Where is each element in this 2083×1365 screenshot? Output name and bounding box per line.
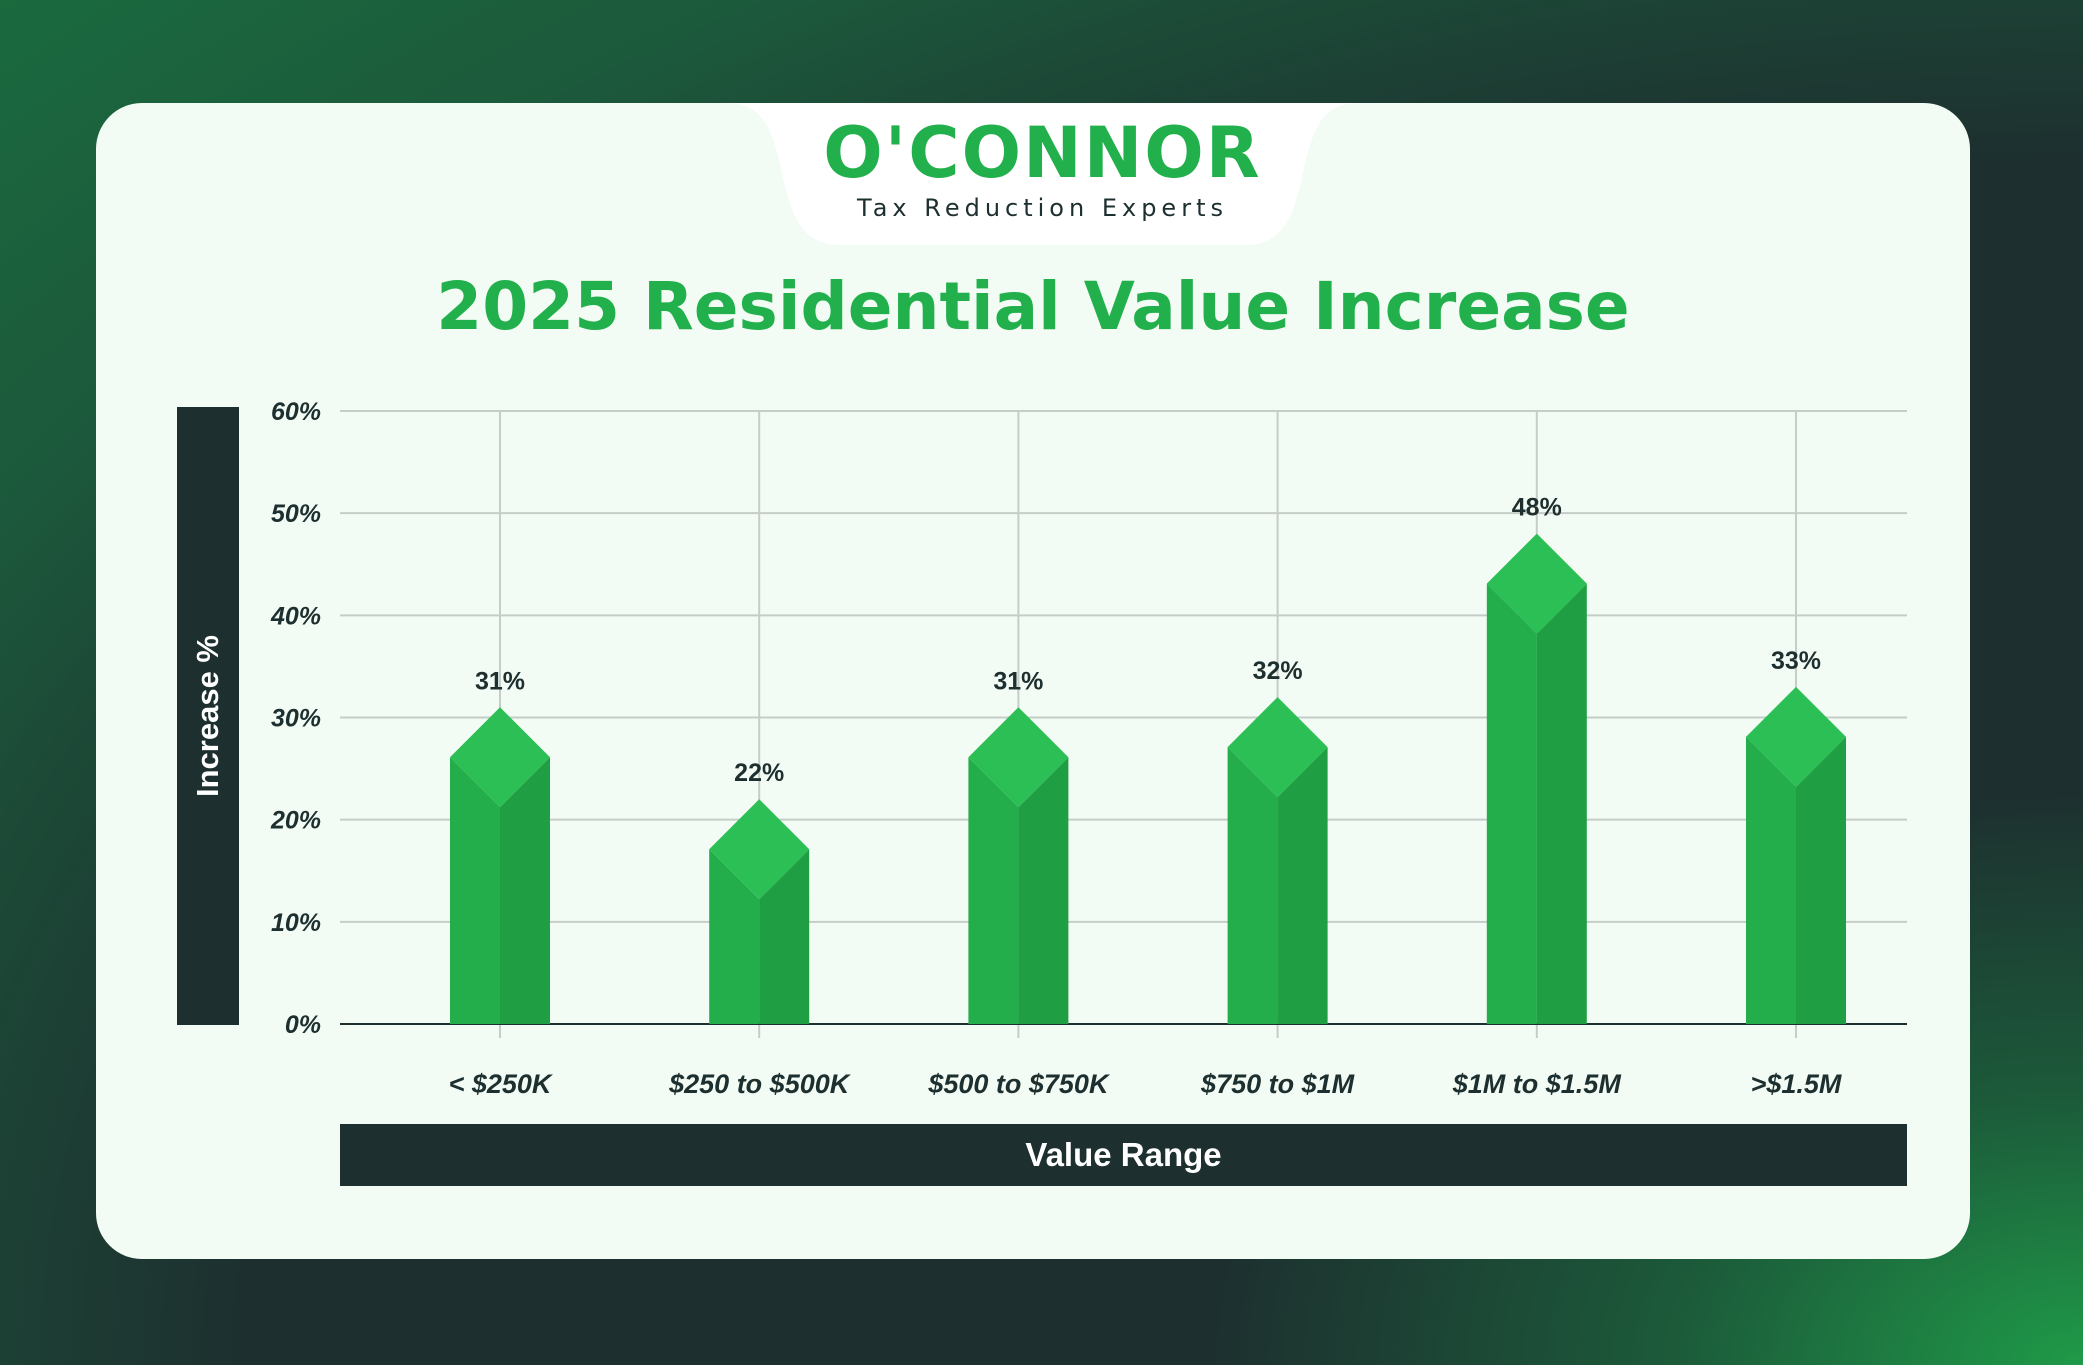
bar-face-left [1746, 736, 1796, 1024]
y-tick-label: 10% [271, 909, 321, 937]
x-tick-label: < $250K [449, 1069, 554, 1099]
y-tick-label: 30% [271, 705, 321, 733]
bar-face-left [450, 757, 500, 1024]
bar-face-right [1536, 583, 1587, 1024]
data-label: 22% [734, 759, 784, 787]
bar-cap [709, 799, 810, 900]
bar [1227, 697, 1328, 1024]
bar-cap [1486, 533, 1587, 634]
y-tick-label: 50% [271, 500, 321, 528]
y-tick-label: 60% [271, 398, 321, 426]
y-tick-label: 20% [270, 807, 321, 835]
x-tick-label: $1M to $1.5M [1452, 1069, 1622, 1099]
x-tick-label: $500 to $750K [927, 1069, 1111, 1099]
bar [709, 799, 810, 1024]
x-tick-label: $250 to $500K [668, 1069, 852, 1099]
data-label: 31% [993, 667, 1043, 695]
data-label: 33% [1771, 647, 1821, 675]
bar-cap [968, 707, 1069, 808]
bar-face-right [500, 757, 550, 1024]
data-label: 31% [475, 667, 525, 695]
bar-face-left [709, 849, 760, 1024]
bar-face-right [1277, 747, 1328, 1024]
bar-cap [1227, 697, 1328, 798]
bar-cap [450, 707, 550, 808]
y-tick-label: 40% [270, 602, 321, 630]
bar [1486, 533, 1587, 1024]
bar-cap [1746, 686, 1846, 787]
bar [968, 707, 1069, 1024]
x-tick-label: >$1.5M [1751, 1069, 1842, 1099]
logo-tab-shape [725, 103, 1360, 245]
bar-face-left [968, 757, 1019, 1024]
data-label: 48% [1512, 494, 1562, 522]
x-tick-label: $750 to $1M [1200, 1069, 1355, 1099]
bar [1746, 686, 1846, 1024]
bar-face-left [1486, 583, 1537, 1024]
brand-tagline: Tax Reduction Experts [857, 194, 1228, 222]
x-axis-label: Value Range [340, 1124, 1907, 1186]
bar [450, 707, 550, 1024]
data-label: 32% [1253, 657, 1303, 685]
brand-logo: O'CONNOR [823, 112, 1262, 194]
bar-face-right [759, 849, 810, 1024]
bar-face-right [1796, 736, 1846, 1024]
logo-tab: O'CONNOR Tax Reduction Experts [725, 103, 1360, 245]
bar-face-right [1018, 757, 1069, 1024]
chart-card [96, 103, 1970, 1259]
y-axis-label-bar: Increase % [177, 407, 239, 1025]
bar-face-left [1227, 747, 1278, 1024]
y-tick-label: 0% [285, 1011, 321, 1039]
chart-title: 2025 Residential Value Increase [436, 268, 1630, 345]
